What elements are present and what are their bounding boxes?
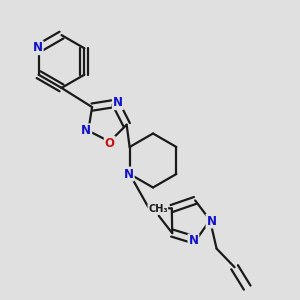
Text: N: N [124,167,134,181]
Text: N: N [113,96,123,109]
Text: N: N [206,214,217,227]
Text: CH₃: CH₃ [148,204,168,214]
Text: N: N [33,41,43,54]
Text: O: O [105,136,115,150]
Text: N: N [81,124,91,137]
Text: N: N [188,235,198,248]
